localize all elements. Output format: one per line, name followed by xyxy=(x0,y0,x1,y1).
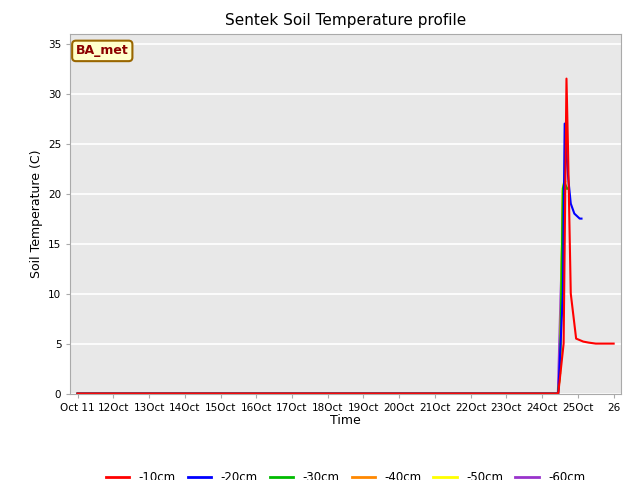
Title: Sentek Soil Temperature profile: Sentek Soil Temperature profile xyxy=(225,13,466,28)
Y-axis label: Soil Temperature (C): Soil Temperature (C) xyxy=(29,149,43,278)
Legend: -10cm, -20cm, -30cm, -40cm, -50cm, -60cm: -10cm, -20cm, -30cm, -40cm, -50cm, -60cm xyxy=(101,466,590,480)
Text: BA_met: BA_met xyxy=(76,44,129,58)
X-axis label: Time: Time xyxy=(330,414,361,427)
